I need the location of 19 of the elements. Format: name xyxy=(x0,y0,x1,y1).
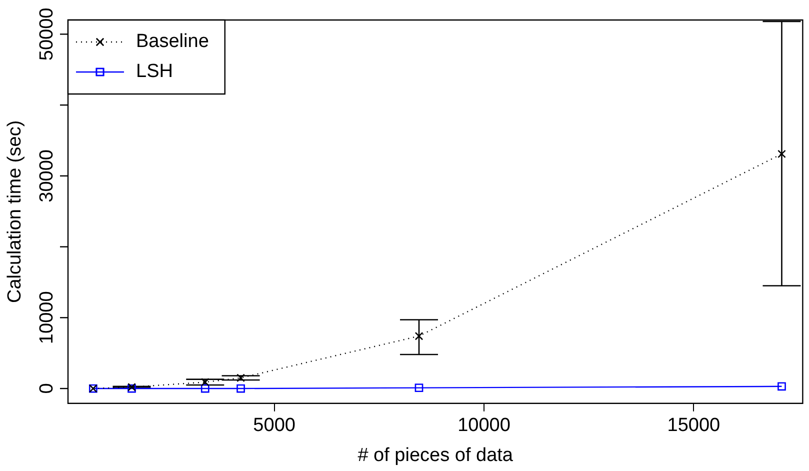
x-tick-label: 15000 xyxy=(667,415,720,436)
x-tick-label: 5000 xyxy=(253,415,296,436)
point xyxy=(200,378,210,386)
x-axis-title: # of pieces of data xyxy=(358,444,514,466)
point xyxy=(414,332,424,340)
legend-label: LSH xyxy=(136,61,173,82)
point xyxy=(200,384,210,393)
point xyxy=(414,384,424,392)
y-tick-label: 50000 xyxy=(36,8,58,61)
y-tick-label: 10000 xyxy=(36,291,58,344)
point xyxy=(236,384,245,393)
x-tick-label: 10000 xyxy=(458,415,510,436)
y-axis-title: Calculation time (sec) xyxy=(4,120,26,304)
point xyxy=(778,382,786,391)
y-tick-label: 0 xyxy=(36,383,58,394)
legend-label: Baseline xyxy=(136,31,209,52)
point xyxy=(778,150,786,158)
point xyxy=(236,374,245,382)
y-tick-label: 30000 xyxy=(36,149,58,202)
